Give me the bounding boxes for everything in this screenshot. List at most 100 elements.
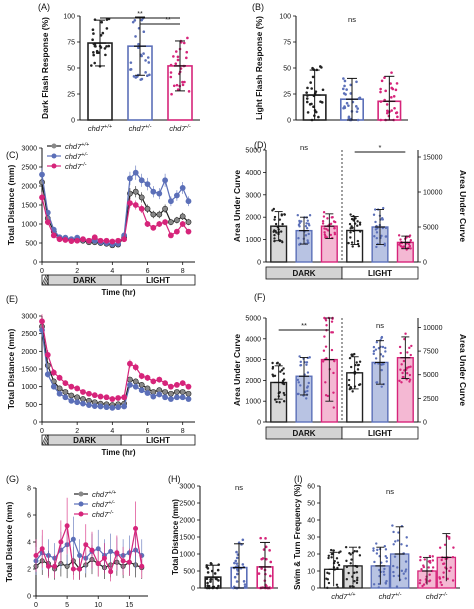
data-point — [330, 556, 333, 559]
x-tick-label: 0 — [34, 602, 38, 609]
data-point — [384, 89, 387, 93]
data-point — [400, 381, 403, 384]
data-point — [278, 218, 282, 221]
data-point — [344, 93, 347, 96]
y-tick-label: 1000 — [21, 222, 37, 229]
data-point — [104, 53, 107, 57]
data-point — [62, 389, 69, 395]
data-point — [431, 555, 434, 558]
data-point — [351, 245, 354, 248]
panel-i: (I) 0 10 20 30 40 50 60 Swim & Turn Frequency (%… — [293, 474, 460, 601]
data-point — [232, 585, 236, 589]
data-point — [408, 346, 411, 350]
y-tick-label: 1500 — [179, 535, 195, 542]
data-point — [144, 374, 151, 381]
data-point — [452, 546, 455, 549]
data-point — [358, 383, 362, 386]
data-point — [133, 525, 139, 531]
data-point — [372, 549, 375, 552]
data-point — [395, 111, 399, 114]
panel-e: (E) 0 500 1000 1500 2000 2500 3000 Total Distanc… — [6, 294, 196, 457]
data-point — [235, 550, 238, 554]
data-point — [259, 536, 262, 540]
data-point — [380, 363, 383, 366]
y-tick-label: 5000 — [245, 316, 261, 323]
data-point — [39, 194, 45, 201]
data-point — [297, 381, 300, 384]
genotype-superscript: -/- — [186, 124, 191, 130]
data-point — [278, 401, 281, 404]
data-point — [265, 557, 268, 561]
data-point — [156, 190, 163, 197]
data-point — [394, 540, 397, 543]
data-point — [326, 586, 329, 590]
data-point — [355, 578, 359, 582]
data-point — [320, 66, 323, 69]
y-tick-label: 4 — [27, 540, 31, 547]
data-point — [324, 381, 327, 384]
genotype-superscript: +/- — [395, 592, 402, 598]
data-point — [77, 552, 83, 558]
data-point — [355, 110, 359, 113]
data-point — [380, 335, 384, 339]
data-point — [419, 555, 422, 559]
data-point — [329, 548, 333, 552]
data-point — [280, 369, 284, 372]
hatch-line — [41, 274, 47, 286]
data-point — [56, 374, 63, 381]
data-point — [304, 225, 308, 228]
x-tick-label: 6 — [146, 268, 150, 275]
data-point — [68, 397, 75, 404]
genotype-superscript: -/- — [108, 510, 113, 516]
data-point — [50, 369, 57, 376]
data-point — [356, 368, 360, 371]
light-period-block — [120, 434, 196, 446]
data-point — [321, 360, 325, 363]
data-point — [185, 396, 192, 402]
data-point — [349, 213, 352, 216]
data-point — [307, 381, 310, 385]
data-point — [80, 400, 86, 407]
data-point — [323, 231, 326, 234]
legend-marker — [78, 501, 84, 507]
data-point — [185, 219, 192, 225]
data-point — [358, 546, 361, 549]
data-point — [105, 27, 109, 30]
data-point — [383, 76, 386, 80]
legend-entry-1: chd7+/+ — [65, 142, 90, 151]
significance-label: * — [379, 143, 382, 152]
data-point — [349, 365, 353, 369]
data-point — [138, 381, 145, 388]
data-point — [392, 570, 395, 574]
data-point — [309, 81, 312, 84]
data-point — [127, 381, 133, 388]
data-point — [391, 524, 394, 527]
data-point — [324, 319, 328, 322]
legend-entry-3: chd7-/- — [65, 162, 87, 171]
y-tick-label-right: 0 — [423, 260, 427, 267]
genotype-name: chd7 — [169, 124, 186, 133]
data-point — [384, 555, 387, 558]
legend-marker — [51, 163, 57, 169]
data-point — [137, 42, 140, 46]
data-point — [381, 218, 384, 221]
data-point — [269, 574, 272, 578]
data-point — [168, 383, 174, 390]
data-point — [375, 231, 379, 234]
data-point — [398, 243, 401, 246]
data-point — [357, 244, 361, 248]
y-tick-label: 500 — [25, 402, 37, 409]
data-point — [234, 559, 238, 563]
data-point — [168, 390, 174, 397]
data-point — [114, 550, 120, 556]
panel-c: (C) 0 500 1000 1500 2000 2500 3000 Total Distanc… — [6, 142, 196, 297]
genotype-name: chd7 — [379, 592, 396, 601]
data-point — [209, 580, 212, 583]
data-point — [127, 175, 133, 182]
data-point — [400, 363, 403, 366]
data-point — [103, 404, 110, 411]
data-point — [380, 385, 383, 388]
data-point — [115, 395, 122, 401]
significance-label: ** — [301, 321, 307, 330]
